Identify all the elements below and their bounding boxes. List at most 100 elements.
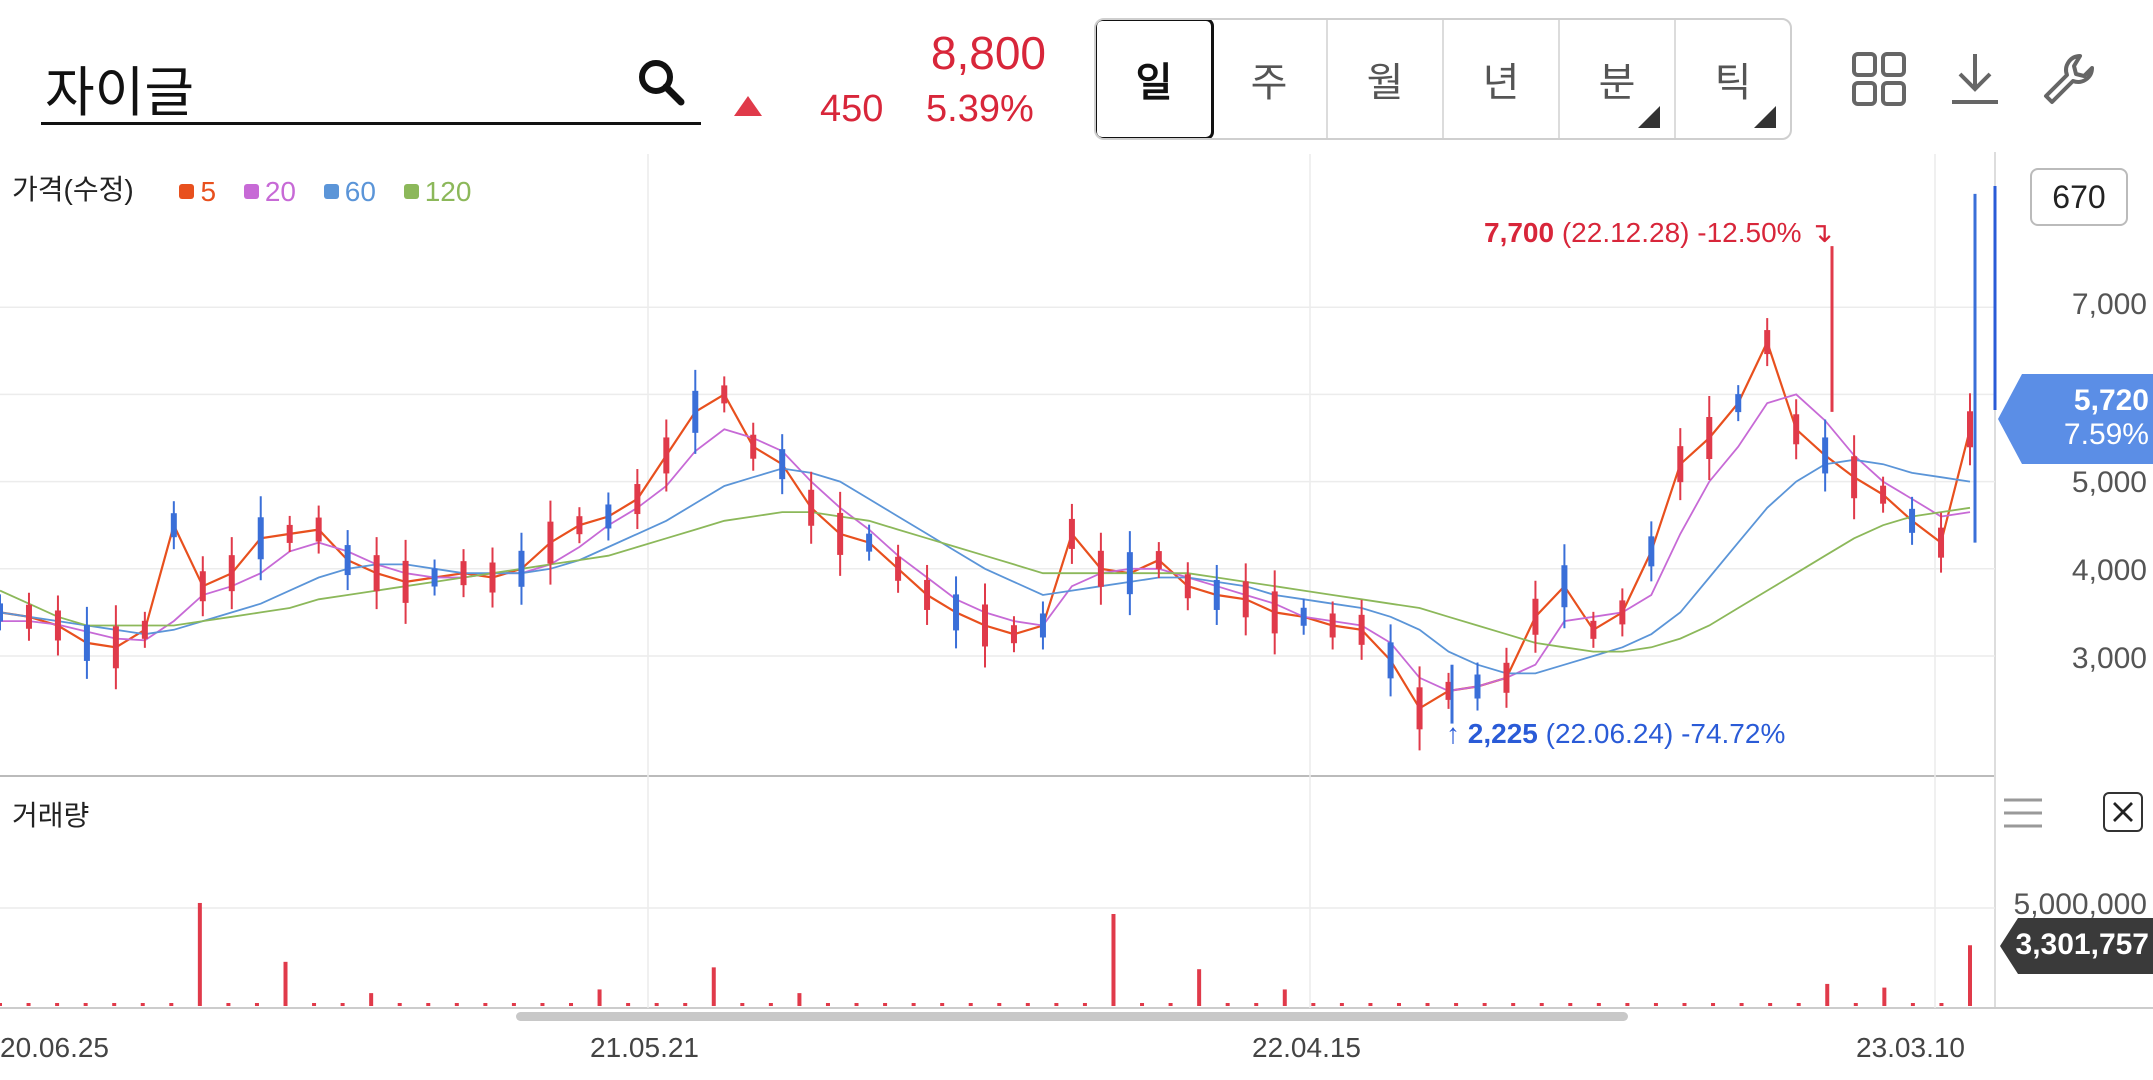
chart-scrollbar[interactable] (516, 1012, 1628, 1021)
period-month-button[interactable]: 월 (1328, 20, 1444, 138)
candle-body (1416, 687, 1423, 730)
candle-body (1126, 552, 1133, 595)
ma-line-120 (0, 506, 1971, 653)
volume-panel-title: 거래량 (12, 799, 90, 832)
volume-bar (1968, 945, 1972, 1006)
volume-bar (1225, 1003, 1230, 1006)
volume-bar (140, 1003, 145, 1006)
legend-ma20[interactable]: 20 (243, 175, 296, 208)
volume-bar (1796, 1003, 1801, 1006)
volume-bar (854, 1003, 859, 1006)
volume-bar (569, 1003, 574, 1006)
volume-bar (1454, 1003, 1459, 1006)
legend-ma60-label: 60 (344, 175, 376, 207)
download-icon[interactable] (1946, 50, 2004, 108)
volume-bar (911, 1003, 916, 1006)
volume-bar (83, 1003, 88, 1006)
period-selector: 일 주 월 년 분 틱 (1094, 18, 1792, 140)
period-year-button[interactable]: 년 (1444, 20, 1560, 138)
period-tick-button[interactable]: 틱 (1676, 20, 1790, 138)
legend-ma5-label: 5 (200, 175, 217, 207)
candle-body (1909, 508, 1916, 533)
low-annotation: ↑ 2,225 (22.06.24) -74.72% (1446, 718, 1785, 750)
volume-bar (312, 1003, 317, 1006)
volume-bar (1939, 1003, 1944, 1006)
volume-bar (1596, 1003, 1601, 1006)
candle-body (1532, 598, 1539, 635)
period-week-button[interactable]: 주 (1212, 20, 1328, 138)
x-axis-label: 22.04.15 (1252, 1032, 1361, 1063)
grid-layout-icon[interactable] (1850, 50, 1908, 108)
candle-body (779, 449, 786, 480)
candle-body (1155, 551, 1162, 570)
volume-bar (1853, 1003, 1858, 1006)
volume-y-tick: 5,000,000 (2013, 888, 2147, 921)
wrench-icon[interactable] (2040, 50, 2098, 108)
candle-body (1822, 437, 1829, 474)
volume-bar (55, 1003, 60, 1006)
candle-body (402, 560, 409, 603)
volume-bar (997, 1003, 1002, 1006)
period-day-button[interactable]: 일 (1096, 20, 1214, 138)
period-minute-label: 분 (1598, 60, 1636, 106)
candle-body (1648, 536, 1655, 567)
price-change-rate: 5.39% (926, 88, 1034, 130)
candle-body (1880, 485, 1887, 504)
volume-tag-value: 3,301,757 (2015, 928, 2149, 961)
volume-bar (197, 902, 202, 1006)
volume-bar (626, 1003, 631, 1006)
y-tick-label: 7,000 (2071, 288, 2147, 321)
candle-body (1735, 394, 1742, 413)
volume-bar (883, 1003, 888, 1006)
volume-bar (1396, 1003, 1401, 1006)
search-icon[interactable] (635, 56, 687, 108)
legend-ma5-dot (179, 184, 195, 199)
candle-body (1068, 518, 1075, 549)
candle-body (170, 513, 177, 538)
volume-bar (597, 989, 602, 1006)
volume-bar (254, 1003, 259, 1006)
volume-bar (511, 1003, 516, 1006)
price-tag-rate: 7.59% (2063, 418, 2149, 451)
candle-body (924, 579, 931, 610)
current-price-tag: 5,720 7.59% (1998, 374, 2153, 464)
volume-bar (483, 1003, 488, 1006)
volume-tag-shape (2000, 918, 2153, 974)
candle-body (1590, 620, 1597, 639)
volume-bar (740, 1003, 745, 1006)
volume-bar (169, 1003, 174, 1006)
period-minute-button[interactable]: 분 (1560, 20, 1676, 138)
scale-box[interactable]: 670 (2030, 168, 2128, 226)
legend-ma5[interactable]: 5 (179, 176, 216, 208)
candle-body (1039, 613, 1046, 638)
volume-bar (26, 1003, 31, 1006)
close-icon[interactable] (2103, 792, 2143, 832)
candle-body (1242, 581, 1249, 618)
chart-area[interactable] (0, 152, 2153, 1080)
candle-body (83, 624, 90, 661)
volume-bar (1625, 1003, 1630, 1006)
legend-ma20-label: 20 (264, 175, 296, 207)
search-field[interactable]: 자이글 (41, 38, 701, 125)
volume-bar (1025, 1003, 1030, 1006)
candle-body (1097, 550, 1104, 587)
low-value: 2,225 (1467, 718, 1538, 749)
header: 자이글 8,800 450 5.39% 일 주 월 년 분 틱 (0, 0, 2153, 152)
legend-ma120[interactable]: 120 (403, 176, 471, 208)
legend-ma60[interactable]: 60 (323, 175, 376, 208)
candle-body (518, 550, 525, 587)
candle-body (286, 524, 293, 543)
menu-icon[interactable] (2002, 796, 2044, 830)
candle-body (1764, 330, 1771, 355)
chart-canvas[interactable] (0, 152, 2153, 1080)
volume-bar (711, 967, 716, 1006)
candle-body (54, 610, 61, 641)
search-input[interactable]: 자이글 (45, 61, 195, 124)
volume-bar (1511, 1003, 1516, 1006)
price-up-icon (734, 96, 762, 116)
volume-bar (1111, 914, 1116, 1006)
period-month-label: 월 (1366, 60, 1404, 106)
candle-body (1213, 579, 1220, 610)
candle-body (1010, 625, 1017, 644)
legend-ma120-dot (403, 184, 419, 199)
